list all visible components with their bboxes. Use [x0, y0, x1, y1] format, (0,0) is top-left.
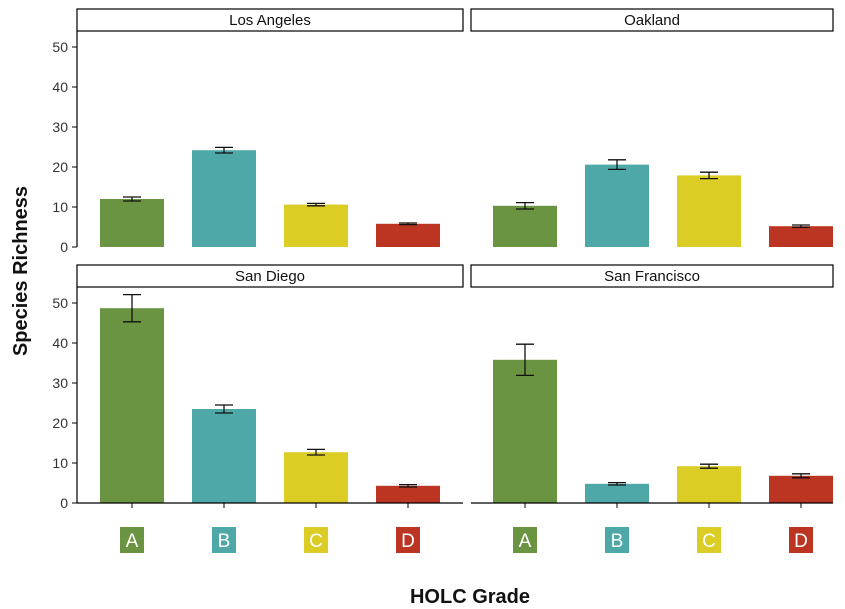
x-tick-label: A [519, 531, 532, 552]
x-tick-label: A [126, 531, 139, 552]
error-bar [700, 463, 718, 469]
x-tick-label: B [218, 531, 231, 552]
x-category-box-a [513, 527, 537, 553]
y-tick-label: 40 [52, 79, 68, 95]
error-bar [307, 202, 325, 207]
error-bar [700, 171, 718, 180]
x-tick-label: D [401, 531, 415, 552]
bar-d [769, 226, 833, 247]
facet-title: Oakland [624, 12, 680, 29]
error-bar [215, 404, 233, 414]
bar-d [376, 485, 440, 503]
facet-title: San Diego [235, 268, 305, 285]
y-axis-title: Species Richness [10, 186, 32, 356]
x-tick-label: C [702, 531, 716, 552]
x-category-box-b [212, 527, 236, 553]
error-bar [792, 224, 810, 229]
facet-panels: Los Angeles 0 10 20 30 40 50 Oakland San Diego 0 1… [52, 8, 834, 553]
y-tick-label: 40 [52, 335, 68, 351]
facet-los-angeles: Los Angeles 0 10 20 30 40 50 [52, 8, 464, 255]
y-tick-label: 20 [52, 159, 68, 175]
facet-strip [76, 264, 464, 288]
error-bar [792, 473, 810, 479]
error-bar [399, 483, 417, 488]
bar-c [677, 175, 741, 247]
x-axis-title: HOLC Grade [410, 586, 530, 608]
bar-b [192, 409, 256, 503]
y-tick-label: 10 [52, 199, 68, 215]
bar-b [585, 483, 649, 503]
y-tick-label: 50 [52, 295, 68, 311]
bar-a [493, 205, 557, 247]
facet-san-diego: San Diego 0 10 20 30 40 50 A B C D [52, 264, 464, 553]
bar-a [100, 308, 164, 503]
bar-d [769, 475, 833, 503]
facet-title: Los Angeles [229, 12, 311, 29]
y-tick-label: 50 [52, 39, 68, 55]
facet-san-francisco: San Francisco A B C D [470, 264, 834, 553]
error-bar [307, 448, 325, 456]
y-tick-label: 30 [52, 375, 68, 391]
y-tick-label: 0 [60, 495, 68, 511]
x-category-box-c [304, 527, 328, 553]
error-bar [608, 159, 626, 171]
bar-b [192, 150, 256, 247]
x-category-box-d [396, 527, 420, 553]
facet-title: San Francisco [604, 268, 700, 285]
x-category-box-b [605, 527, 629, 553]
y-tick-label: 0 [60, 239, 68, 255]
x-category-box-c [697, 527, 721, 553]
bar-c [284, 204, 348, 247]
bar-d [376, 223, 440, 247]
x-category-box-d [789, 527, 813, 553]
error-bar [123, 196, 141, 202]
bar-b [585, 164, 649, 247]
y-tick-label: 20 [52, 415, 68, 431]
facet-strip [470, 264, 834, 288]
facet-strip [76, 8, 464, 32]
x-tick-label: C [309, 531, 323, 552]
error-bar [123, 293, 141, 323]
error-bar [399, 222, 417, 226]
error-bar [215, 146, 233, 154]
x-tick-label: B [611, 531, 624, 552]
bar-c [284, 452, 348, 503]
error-bar [516, 343, 534, 377]
bar-c [677, 466, 741, 503]
error-bar [516, 201, 534, 210]
x-tick-label: D [794, 531, 808, 552]
facet-oakland: Oakland [470, 8, 834, 247]
y-tick-label: 10 [52, 455, 68, 471]
bar-a [493, 359, 557, 503]
error-bar [608, 481, 626, 486]
x-category-box-a [120, 527, 144, 553]
y-tick-label: 30 [52, 119, 68, 135]
facet-strip [470, 8, 834, 32]
bar-a [100, 199, 164, 247]
